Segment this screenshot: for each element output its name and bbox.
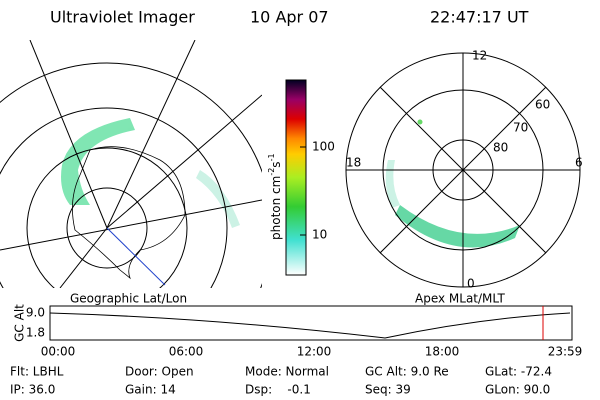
label-sup: -1 bbox=[267, 153, 276, 161]
caption: Geographic Lat/Lon bbox=[70, 292, 187, 306]
mlt-label: 6 bbox=[575, 156, 583, 170]
time: 22:47:17 UT bbox=[430, 8, 529, 27]
x-tick: 12:00 bbox=[297, 345, 332, 359]
y-label: GC Alt bbox=[13, 304, 27, 342]
status-field: GC Alt: 9.0 Re bbox=[365, 365, 449, 379]
geo-map bbox=[0, 40, 262, 288]
status-field: Mode: Normal bbox=[245, 365, 329, 379]
x-tick: 00:00 bbox=[41, 345, 76, 359]
status-field: Seq: 39 bbox=[365, 383, 411, 397]
status-field: Flt: LBHL bbox=[10, 365, 64, 379]
y-tick: 9.0 bbox=[26, 306, 45, 320]
label-part: photon cm bbox=[269, 176, 283, 240]
mlt-label: 18 bbox=[346, 156, 361, 170]
altitude-frame bbox=[49, 305, 573, 341]
caption: Apex MLat/MLT bbox=[415, 292, 505, 306]
x-tick: 06:00 bbox=[169, 345, 204, 359]
lat-label: 60 bbox=[535, 98, 550, 112]
status-field: Dsp: -0.1 bbox=[245, 383, 311, 397]
label-part: s bbox=[269, 161, 283, 167]
color-bar bbox=[285, 79, 307, 276]
status-field: GLat: -72.4 bbox=[485, 365, 552, 379]
y-tick: 1.8 bbox=[26, 326, 45, 340]
altitude-curve bbox=[49, 312, 571, 339]
mlt-label: 12 bbox=[472, 49, 487, 63]
lat-label: 70 bbox=[513, 121, 528, 135]
x-ticks: 00:00 06:00 12:00 18:00 23:59 bbox=[41, 345, 583, 359]
label-sup: -2 bbox=[267, 168, 276, 176]
x-tick: 23:59 bbox=[548, 345, 583, 359]
footer: Flt: LBHL Door: Open Mode: Normal GC Alt: 9… bbox=[10, 365, 552, 397]
title: Ultraviolet Imager bbox=[50, 8, 195, 27]
mlt-label: 0 bbox=[467, 277, 475, 291]
colorbar-label: photon cm-2s-1 bbox=[267, 153, 283, 240]
x-tick: 18:00 bbox=[425, 345, 460, 359]
aurora bbox=[385, 119, 520, 248]
aurora bbox=[61, 118, 240, 228]
colorbar-tick: 10 bbox=[312, 228, 327, 242]
status-field: Gain: 14 bbox=[125, 383, 176, 397]
colorbar-tick: 100 bbox=[312, 140, 335, 154]
status-field: GLon: 90.0 bbox=[485, 383, 550, 397]
status-field: Door: Open bbox=[125, 365, 194, 379]
date: 10 Apr 07 bbox=[250, 8, 329, 27]
mag-map bbox=[345, 52, 581, 288]
status-field: IP: 36.0 bbox=[10, 383, 55, 397]
lat-label: 80 bbox=[493, 141, 508, 155]
